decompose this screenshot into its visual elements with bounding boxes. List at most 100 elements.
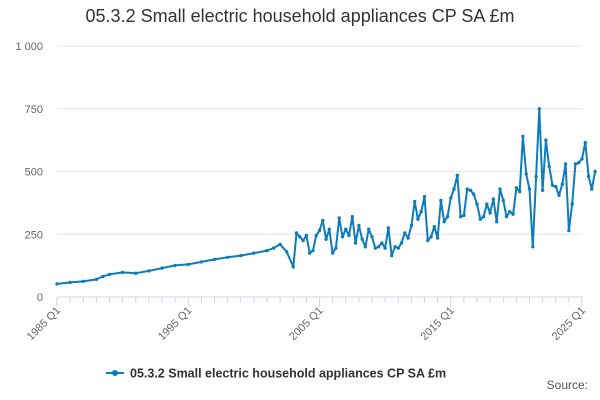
data-point[interactable] [465,187,469,191]
source-label[interactable]: Source: [546,378,588,392]
data-point[interactable] [455,173,459,177]
data-point[interactable] [173,263,177,268]
data-point[interactable] [577,161,581,165]
data-point[interactable] [426,238,430,243]
data-point[interactable] [294,231,299,235]
data-point[interactable] [367,227,371,231]
data-point[interactable] [396,246,400,250]
data-point[interactable] [504,215,509,219]
data-point[interactable] [442,220,446,224]
data-point[interactable] [593,169,597,174]
data-point[interactable] [399,241,404,245]
data-point[interactable] [475,202,479,206]
data-point[interactable] [107,272,112,277]
data-point[interactable] [583,140,587,145]
data-point[interactable] [458,215,463,219]
data-point[interactable] [363,245,368,249]
data-point[interactable] [511,212,515,216]
data-point[interactable] [501,198,505,203]
data-point[interactable] [478,217,482,221]
data-point[interactable] [590,187,594,191]
data-point[interactable] [304,233,309,238]
data-point[interactable] [445,215,450,219]
data-point[interactable] [373,246,377,250]
data-point[interactable] [554,184,558,189]
data-point[interactable] [537,107,541,111]
data-point[interactable] [337,216,341,220]
data-point[interactable] [573,162,578,166]
data-point[interactable] [419,210,423,214]
data-point[interactable] [586,174,591,179]
data-point[interactable] [514,186,519,190]
data-point[interactable] [383,246,387,250]
data-point[interactable] [360,237,364,241]
data-point[interactable] [347,233,351,238]
data-point[interactable] [321,218,325,223]
data-point[interactable] [560,182,564,186]
data-point[interactable] [495,220,499,224]
data-point[interactable] [563,162,568,166]
data-point[interactable] [393,245,397,249]
data-point[interactable] [101,274,105,279]
data-point[interactable] [134,271,138,275]
data-point[interactable] [435,236,440,240]
data-point[interactable] [271,246,276,250]
data-point[interactable] [550,183,555,187]
data-point[interactable] [265,248,269,253]
series-line[interactable] [56,107,597,285]
data-point[interactable] [540,188,545,192]
data-point[interactable] [439,198,443,203]
data-point[interactable] [472,192,476,196]
data-point[interactable] [452,187,456,191]
data-point[interactable] [449,196,453,200]
data-point[interactable] [160,266,164,270]
data-point[interactable] [386,226,391,230]
data-point[interactable] [344,227,348,231]
data-point[interactable] [147,269,151,273]
data-point[interactable] [413,199,417,204]
data-point[interactable] [544,138,548,142]
data-point[interactable] [508,210,512,214]
data-point[interactable] [334,246,338,250]
data-point[interactable] [390,253,394,258]
data-point[interactable] [524,172,528,176]
data-point[interactable] [406,236,410,240]
data-point[interactable] [547,164,551,169]
data-point[interactable] [527,187,532,191]
data-point[interactable] [311,248,315,253]
data-point[interactable] [55,282,59,286]
legend-label[interactable]: 05.3.2 Small electric household applianc… [130,367,446,381]
data-point[interactable] [252,251,256,255]
data-point[interactable] [491,197,496,201]
data-point[interactable] [567,228,571,233]
data-point[interactable] [301,238,305,243]
data-point[interactable] [580,157,584,161]
data-point[interactable] [521,134,525,139]
data-point[interactable] [327,227,331,231]
data-point[interactable] [370,235,374,239]
data-point[interactable] [120,270,125,275]
data-point[interactable] [570,202,574,206]
data-point[interactable] [468,188,473,192]
data-point[interactable] [429,235,433,239]
data-point[interactable] [380,241,384,245]
data-point[interactable] [409,223,414,228]
data-point[interactable] [350,215,354,219]
data-point[interactable] [376,245,381,249]
data-point[interactable] [462,213,466,218]
data-point[interactable] [298,235,302,239]
data-point[interactable] [225,255,230,259]
data-point[interactable] [534,174,538,179]
data-point[interactable] [291,265,295,269]
legend[interactable]: 05.3.2 Small electric household applianc… [106,367,446,381]
data-point[interactable] [422,194,427,199]
data-point[interactable] [357,223,361,228]
data-point[interactable] [199,260,204,264]
data-point[interactable] [94,277,99,282]
data-point[interactable] [186,262,190,267]
data-point[interactable] [353,241,358,245]
data-point[interactable] [416,217,420,221]
data-point[interactable] [481,215,486,219]
data-point[interactable] [340,235,345,239]
data-point[interactable] [498,187,502,191]
